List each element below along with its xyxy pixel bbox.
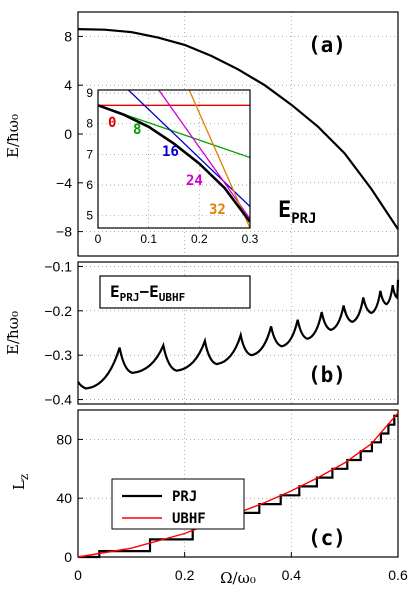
y-tick-label: −0.4 [44, 392, 72, 408]
series-line-prj [78, 414, 398, 559]
y-tick-label: −0.2 [44, 303, 72, 319]
y-tick-label: 40 [56, 490, 72, 506]
inset-x-tick-label: 0 [95, 232, 102, 246]
panel-c-frame [77, 409, 399, 558]
panel-label: (c) [308, 526, 346, 550]
y-axis-label: Lz [10, 474, 31, 490]
inset-series-line [127, 90, 250, 207]
inset-frame [97, 89, 251, 229]
legend-label: UBHF [172, 511, 206, 527]
y-tick-label: −0.3 [44, 347, 72, 363]
inset-x-tick-label: 0.1 [140, 232, 157, 246]
y-tick-label: 80 [56, 431, 72, 447]
legend-box [111, 478, 245, 530]
y-tick-label: −8 [56, 224, 72, 240]
inset-series-label: 0 [108, 115, 116, 131]
y-tick-label: 8 [64, 28, 72, 44]
inset-series-label: 16 [162, 144, 179, 160]
panel-c: 0 40 80 0 0.2 0.4 0.6 Lz Ω/ω₀ (c) PRJ UBHF [10, 409, 408, 587]
y-axis-label: E/ħω₀ [4, 311, 22, 355]
inset-plot-area [98, 90, 250, 228]
y-tick-label: 4 [64, 77, 72, 93]
panel-a-frame [77, 11, 399, 257]
y-tick-label: 0 [64, 549, 72, 565]
inset-series-label: 8 [133, 122, 141, 138]
y-tick-label: −4 [56, 175, 72, 191]
inset-y-tick-label: 9 [86, 86, 93, 100]
y-tick-label: −0.1 [44, 258, 72, 274]
inset-background [98, 90, 250, 228]
annotation-box [99, 275, 251, 309]
x-tick-label: 0 [74, 567, 82, 583]
inset-y-tick-label: 5 [86, 209, 93, 223]
inset-series-label: 32 [209, 202, 226, 218]
inset-series-line [158, 90, 250, 220]
panel-b-frame [77, 261, 399, 405]
inset-y-tick-label: 6 [86, 178, 93, 192]
inset-series-line [98, 104, 250, 223]
series-line-ubhf [77, 412, 399, 558]
y-tick-label: 0 [64, 126, 72, 142]
inset-x-tick-label: 0.2 [191, 232, 208, 246]
x-tick-label: 0.4 [282, 567, 302, 583]
series-line-e-diff [77, 279, 400, 390]
annotation-e-prj: EPRJ [278, 198, 317, 227]
panel-b: −0.1−0.2−0.3−0.4E/ħω₀(b)EPRJ−EUBHF [4, 258, 400, 408]
x-tick-label: 0.6 [388, 567, 408, 583]
inset-x-tick-label: 0.3 [242, 232, 259, 246]
x-tick-label: 0.2 [175, 567, 195, 583]
series-line-e-prj [77, 28, 399, 230]
panel-label: (a) [308, 33, 346, 57]
inset-y-tick-label: 8 [86, 117, 93, 131]
x-axis-label: Ω/ω₀ [220, 569, 256, 587]
y-axis-label: E/ħω₀ [4, 114, 22, 158]
inset-y-tick-label: 7 [86, 147, 93, 161]
panel-label: (b) [308, 363, 346, 387]
inset-series-label: 24 [186, 173, 203, 189]
inset-series-line [188, 90, 250, 228]
legend-label: PRJ [172, 489, 197, 505]
